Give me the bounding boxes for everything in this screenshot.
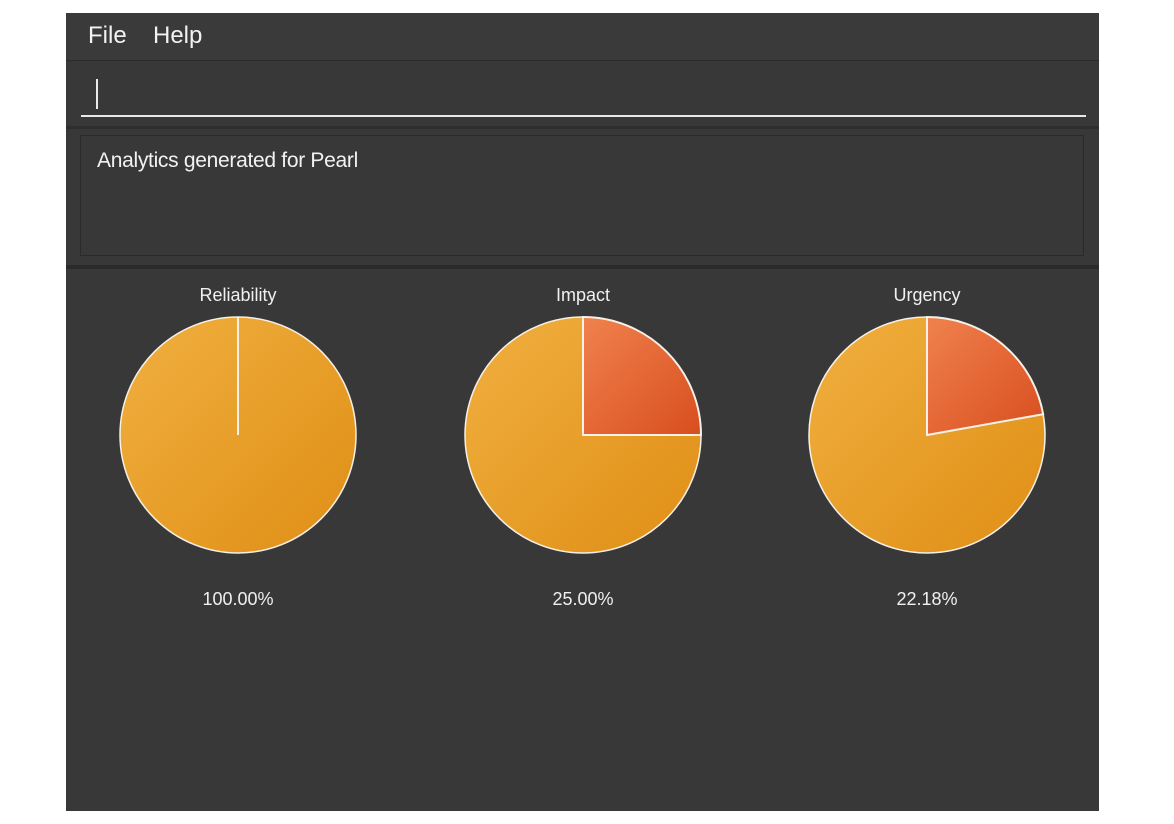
pie-slice-highlight [582, 315, 703, 436]
chart-title-impact: Impact [555, 285, 611, 305]
analytics-charts-panel: Reliability 100.00% Impact 25.00% Urgenc… [66, 269, 1099, 811]
divider [66, 265, 1099, 269]
chart-value-impact: 25.00% [552, 589, 614, 609]
chart-value-urgency: 22.18% [896, 589, 958, 609]
command-box [66, 61, 1099, 126]
chart-title-reliability: Reliability [199, 285, 277, 305]
menu-bar: File Help [66, 13, 1099, 61]
pie-chart-urgency [808, 315, 1046, 554]
chart-title-urgency: Urgency [893, 285, 961, 305]
pie-chart-impact [464, 315, 703, 554]
command-input[interactable] [81, 65, 1086, 117]
menu-help[interactable]: Help [153, 22, 203, 49]
result-message: Analytics generated for Pearl [97, 149, 358, 172]
text-caret [96, 79, 98, 109]
result-display: Analytics generated for Pearl [80, 135, 1084, 256]
menu-file[interactable]: File [88, 22, 127, 49]
pie-chart-reliability [119, 316, 357, 554]
pie-slice-highlight [926, 315, 1045, 437]
app-window: File Help Analytics generated for Pearl … [66, 13, 1099, 811]
pie-slice-main [464, 316, 702, 554]
chart-value-reliability: 100.00% [202, 589, 274, 609]
divider [66, 126, 1099, 129]
